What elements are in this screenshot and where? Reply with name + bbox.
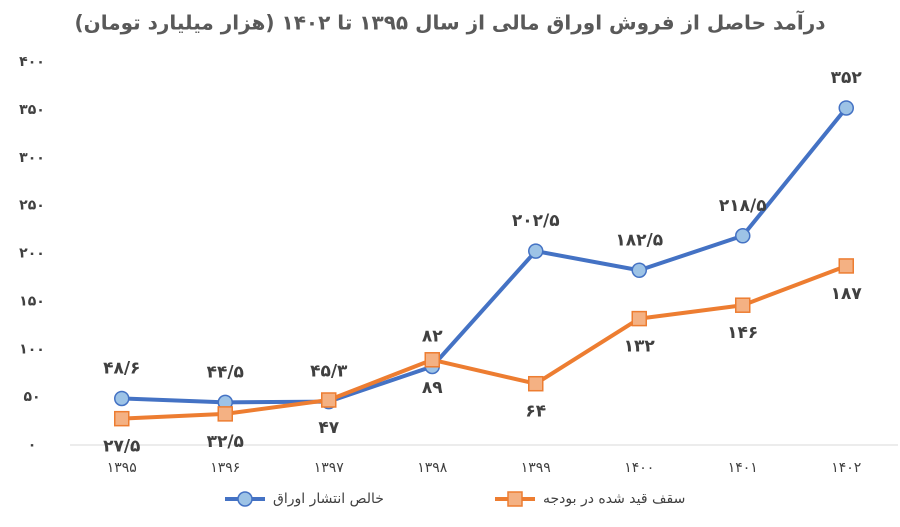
y-tick-label: ۳۵۰	[19, 102, 45, 118]
data-point	[217, 406, 233, 422]
data-point	[735, 297, 751, 313]
data-label: ۳۵۲	[831, 68, 863, 88]
legend-label: خالص انتشار اوراق	[273, 491, 384, 507]
y-tick-label: ۰	[28, 437, 37, 453]
data-label: ۴۷	[318, 418, 339, 438]
data-point	[528, 375, 544, 392]
data-point	[631, 310, 647, 327]
data-label: ۲۱۸/۵	[719, 196, 767, 216]
series-line	[121, 264, 847, 421]
data-label: ۴۴/۵	[207, 362, 244, 382]
legend-marker	[237, 491, 253, 507]
y-tick-label: ۱۰۰	[19, 341, 45, 357]
data-label: ۳۲/۵	[207, 432, 244, 452]
data-point	[838, 100, 854, 116]
x-tick-label: ۱۴۰۱	[728, 460, 758, 476]
data-label: ۴۸/۶	[103, 358, 140, 378]
y-tick-label: ۴۰۰	[19, 54, 45, 70]
data-label: ۶۴	[525, 402, 546, 422]
x-tick-label: ۱۳۹۷	[314, 460, 345, 476]
y-tick-label: ۲۰۰	[19, 246, 45, 262]
x-tick-label: ۱۳۹۵	[107, 460, 137, 476]
data-point	[631, 262, 647, 279]
data-point	[114, 390, 130, 407]
data-point	[114, 410, 130, 427]
data-label: ۲۰۲/۵	[512, 211, 560, 231]
data-label: ۱۳۲	[624, 337, 656, 357]
data-label: ۸۹	[422, 378, 443, 398]
x-tick-label: ۱۴۰۲	[831, 460, 861, 476]
y-tick-label: ۲۵۰	[19, 198, 45, 214]
data-label: ۲۷/۵	[103, 437, 140, 457]
x-tick-label: ۱۳۹۶	[210, 460, 240, 476]
data-point	[735, 228, 751, 244]
legend-marker	[507, 491, 523, 507]
data-label: ۸۲	[422, 326, 443, 346]
series-line	[121, 106, 848, 405]
data-label: ۱۸۷	[831, 284, 863, 304]
x-tick-label: ۱۳۹۸	[417, 460, 448, 476]
data-label: ۴۵/۳	[310, 362, 348, 382]
legend-label: سقف قید شده در بودجه	[543, 491, 685, 507]
data-point	[528, 243, 544, 259]
y-tick-label: ۳۰۰	[19, 150, 45, 166]
x-tick-label: ۱۳۹۹	[521, 460, 551, 476]
data-point	[838, 258, 854, 274]
data-label: ۱۸۲/۵	[615, 230, 663, 250]
data-point	[321, 392, 337, 408]
y-tick-label: ۵۰	[23, 389, 40, 405]
y-tick-label: ۱۵۰	[19, 293, 45, 309]
data-label: ۱۴۶	[727, 323, 758, 343]
chart-title: درآمد حاصل از فروش اوراق مالی از سال ۱۳۹…	[74, 10, 825, 35]
data-point	[424, 352, 440, 368]
x-tick-label: ۱۴۰۰	[624, 460, 654, 476]
